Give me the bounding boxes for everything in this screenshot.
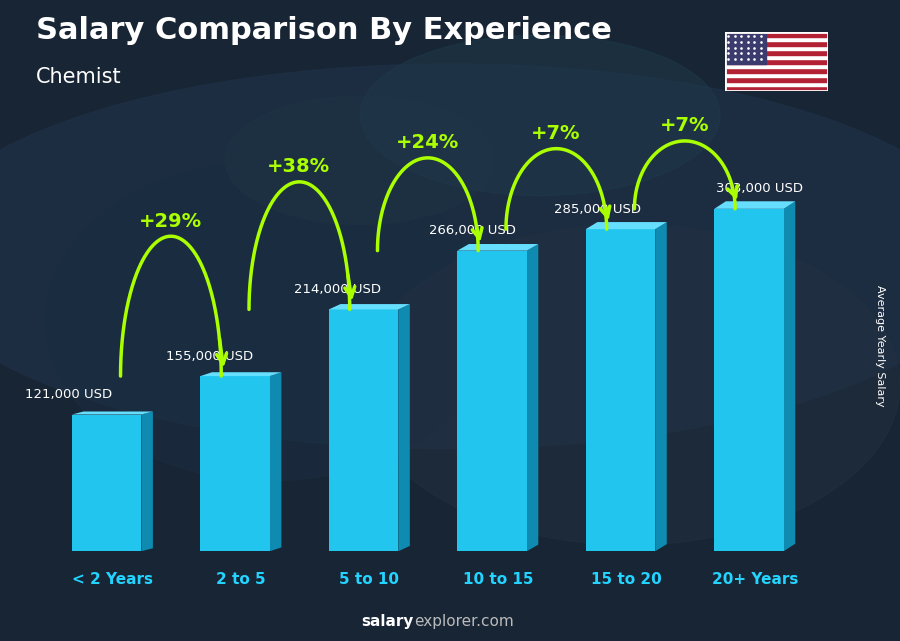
Bar xyxy=(724,41,828,46)
Bar xyxy=(724,87,828,91)
Polygon shape xyxy=(141,412,153,551)
Bar xyxy=(72,415,141,551)
Ellipse shape xyxy=(360,35,720,196)
Polygon shape xyxy=(526,244,538,551)
Text: +29%: +29% xyxy=(139,212,202,231)
Ellipse shape xyxy=(360,224,900,545)
Text: Salary Comparison By Experience: Salary Comparison By Experience xyxy=(36,16,612,45)
Polygon shape xyxy=(72,412,153,415)
Bar xyxy=(201,376,270,551)
Text: 155,000 USD: 155,000 USD xyxy=(166,349,253,363)
Text: 214,000 USD: 214,000 USD xyxy=(294,283,382,296)
Bar xyxy=(586,229,655,551)
Polygon shape xyxy=(270,372,282,551)
Text: 20+ Years: 20+ Years xyxy=(712,572,798,587)
Bar xyxy=(724,32,828,37)
Text: 285,000 USD: 285,000 USD xyxy=(554,203,641,215)
Bar xyxy=(724,82,828,87)
Polygon shape xyxy=(784,201,796,551)
Text: +24%: +24% xyxy=(396,133,459,152)
Ellipse shape xyxy=(225,96,495,224)
Bar xyxy=(715,209,784,551)
Polygon shape xyxy=(201,372,282,376)
Bar xyxy=(724,59,828,64)
Polygon shape xyxy=(586,222,667,229)
Text: 10 to 15: 10 to 15 xyxy=(463,572,533,587)
Text: salary: salary xyxy=(362,615,414,629)
Ellipse shape xyxy=(0,64,900,449)
Bar xyxy=(724,73,828,78)
Bar xyxy=(724,50,828,54)
Bar xyxy=(328,310,399,551)
Text: Chemist: Chemist xyxy=(36,67,122,87)
Polygon shape xyxy=(715,201,796,209)
Bar xyxy=(457,251,526,551)
Bar xyxy=(724,37,828,41)
Bar xyxy=(724,54,828,59)
Bar xyxy=(724,46,828,50)
Text: 266,000 USD: 266,000 USD xyxy=(429,224,517,237)
Bar xyxy=(724,64,828,69)
Text: < 2 Years: < 2 Years xyxy=(72,572,153,587)
Text: 2 to 5: 2 to 5 xyxy=(216,572,266,587)
Bar xyxy=(724,32,766,64)
Text: 303,000 USD: 303,000 USD xyxy=(716,182,803,196)
Ellipse shape xyxy=(45,160,495,481)
Text: explorer.com: explorer.com xyxy=(414,615,514,629)
Polygon shape xyxy=(399,304,410,551)
Text: 5 to 10: 5 to 10 xyxy=(339,572,400,587)
Text: +7%: +7% xyxy=(531,124,580,143)
Text: 15 to 20: 15 to 20 xyxy=(591,572,662,587)
Polygon shape xyxy=(655,222,667,551)
Polygon shape xyxy=(457,244,538,251)
Bar xyxy=(724,69,828,73)
Polygon shape xyxy=(328,304,410,310)
Text: +38%: +38% xyxy=(267,157,330,176)
Text: 121,000 USD: 121,000 USD xyxy=(24,388,112,401)
Text: +7%: +7% xyxy=(660,116,709,135)
Text: Average Yearly Salary: Average Yearly Salary xyxy=(875,285,886,407)
Bar xyxy=(724,78,828,82)
